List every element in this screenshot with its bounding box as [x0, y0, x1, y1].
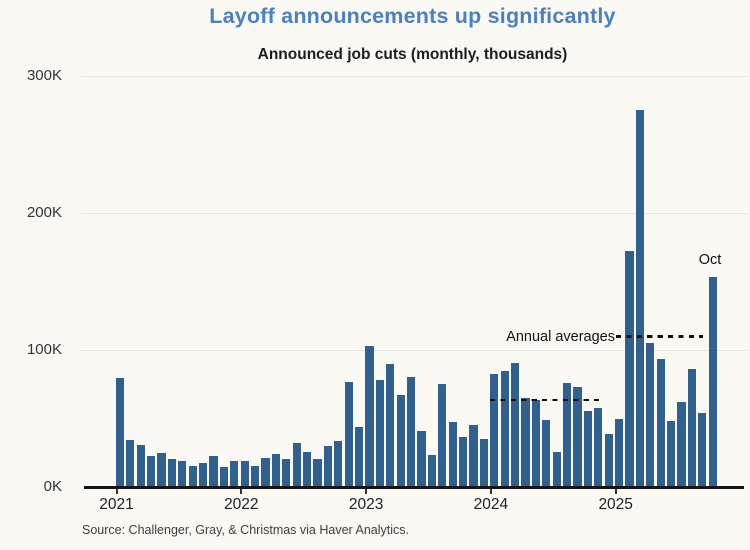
bar-2021-09 [198, 462, 208, 487]
bar-2025-04 [646, 342, 655, 487]
y-axis-label-0K: 0K [43, 478, 62, 495]
bar-2021-02 [126, 439, 135, 487]
last-bar-month-label: Oct [698, 252, 722, 268]
chart-subtitle: Announced job cuts (monthly, thousands) [257, 46, 568, 63]
bar-2021-07 [178, 461, 187, 487]
bar-2022-02 [250, 466, 260, 487]
bar-2021-03 [136, 445, 145, 487]
bar-2023-11 [469, 424, 478, 487]
bar-2024-10 [583, 410, 592, 487]
bar-2025-06 [666, 421, 676, 487]
bar-2024-11 [594, 408, 603, 487]
bar-2024-01 [490, 374, 499, 487]
x-axis-label-2025: 2025 [598, 496, 633, 513]
x-axis-line [84, 485, 744, 489]
bar-2024-07 [552, 451, 561, 487]
bar-2022-06 [292, 442, 301, 487]
bar-2025-07 [677, 401, 686, 487]
bar-2022-12 [354, 427, 364, 487]
bar-2024-09 [573, 387, 582, 487]
x-axis-tick-2023 [365, 488, 368, 494]
bar-2022-08 [313, 459, 322, 487]
bar-2025-05 [656, 358, 665, 487]
bar-2022-04 [271, 453, 280, 487]
bar-2025-08 [687, 369, 696, 487]
x-axis-label-2021: 2021 [99, 496, 134, 513]
bar-2021-11 [219, 466, 228, 487]
bar-2023-10 [458, 436, 468, 487]
annual-average-line-2025 [616, 335, 703, 338]
annual-averages-label: Annual averages [506, 329, 615, 345]
bar-2021-06 [167, 458, 176, 487]
x-axis-tick-2021 [115, 488, 118, 494]
x-axis-label-2022: 2022 [224, 496, 259, 513]
bar-2023-02 [375, 380, 384, 487]
bar-2022-01 [240, 460, 249, 487]
bar-2024-05 [531, 399, 540, 487]
bar-2023-06 [417, 431, 426, 487]
bar-2022-03 [261, 457, 270, 487]
y-axis-label-300K: 300K [26, 67, 62, 84]
bar-2022-09 [323, 446, 332, 487]
bar-2023-01 [365, 346, 374, 487]
bar-2023-08 [438, 384, 447, 487]
bar-2024-06 [542, 420, 551, 487]
bar-2025-01 [614, 418, 624, 487]
bar-2024-12 [604, 433, 613, 487]
x-axis-tick-2022 [240, 488, 243, 494]
bar-2022-07 [302, 451, 312, 487]
bar-2021-10 [209, 455, 218, 487]
y-axis-label-100K: 100K [26, 341, 62, 358]
annual-average-line-2024 [490, 398, 600, 402]
gridline-300K [81, 76, 748, 77]
source-note: Source: Challenger, Gray, & Christmas vi… [82, 523, 409, 537]
bar-2023-05 [406, 377, 416, 487]
bar-2023-07 [427, 454, 436, 487]
bar-2022-10 [334, 440, 343, 487]
gridline-100K [81, 350, 748, 351]
x-axis-label-2024: 2024 [473, 496, 509, 513]
bar-2021-08 [188, 465, 197, 487]
bar-2022-11 [344, 381, 353, 487]
bar-2022-05 [282, 458, 291, 487]
x-axis-label-2023: 2023 [348, 496, 384, 513]
chart-title: Layoff announcements up significantly [209, 4, 616, 28]
gridline-200K [81, 213, 748, 214]
bar-2021-04 [146, 455, 156, 487]
bar-2023-03 [386, 364, 395, 487]
bar-2024-02 [500, 371, 509, 487]
bar-2023-09 [448, 421, 457, 487]
bar-2024-03 [510, 363, 520, 487]
bar-2023-04 [396, 395, 405, 487]
bar-2024-08 [562, 383, 572, 487]
y-axis-label-200K: 200K [26, 204, 62, 221]
bar-2021-12 [230, 460, 239, 487]
x-axis-tick-2025 [614, 488, 617, 494]
x-axis-tick-2024 [489, 488, 492, 494]
bar-2023-12 [479, 439, 488, 487]
bar-2025-09 [698, 412, 707, 487]
bar-2025-02 [625, 251, 634, 487]
bar-2021-01 [115, 377, 124, 487]
bar-2025-03 [635, 110, 644, 487]
bar-2024-04 [521, 398, 530, 487]
bar-2021-05 [157, 453, 166, 487]
bar-2025-10 [708, 277, 717, 487]
